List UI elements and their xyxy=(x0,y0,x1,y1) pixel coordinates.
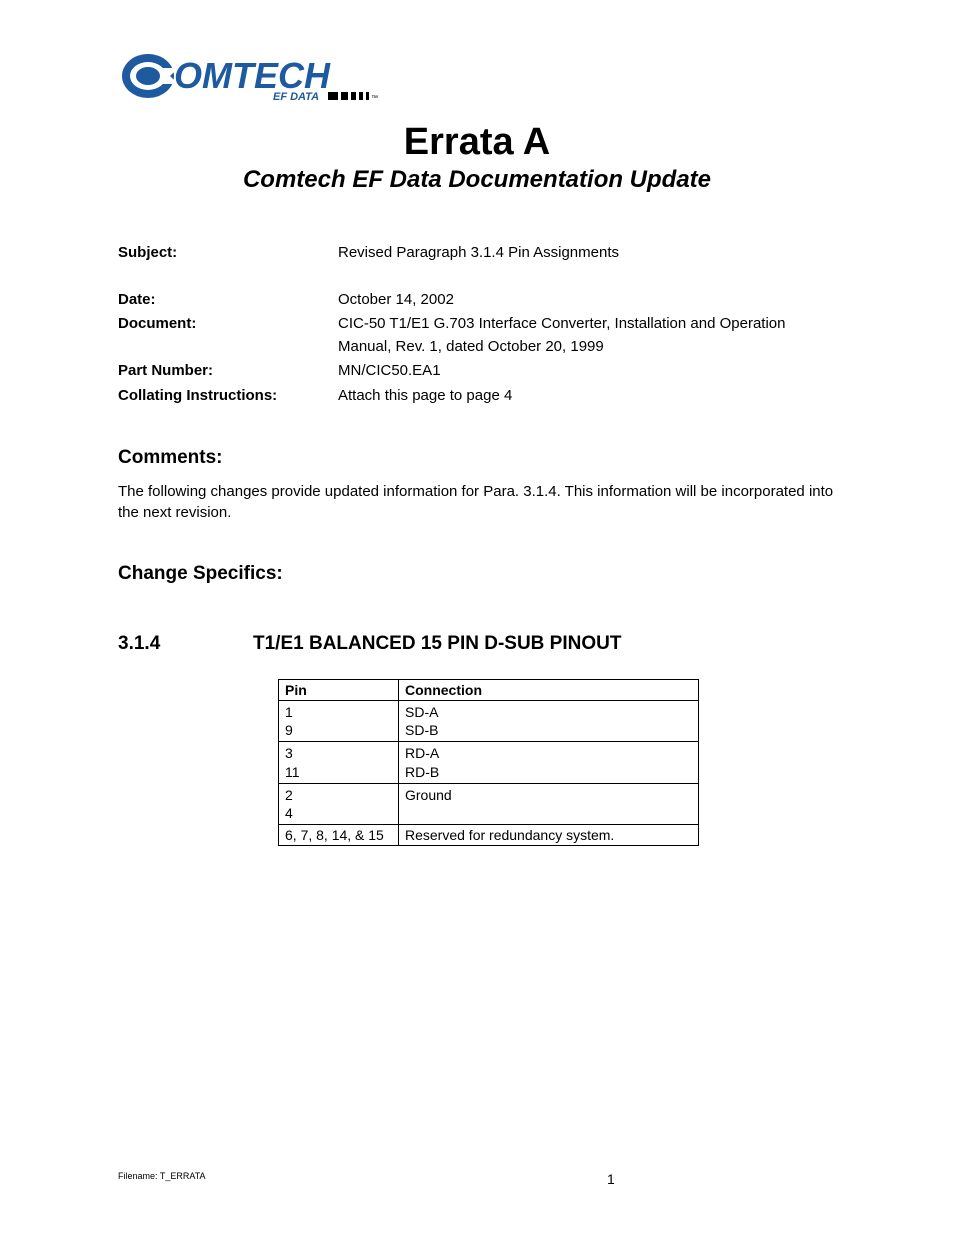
table-cell-pin: 2 4 xyxy=(279,783,399,824)
svg-text:OMTECH: OMTECH xyxy=(174,55,331,96)
company-logo: OMTECH EF DATA ™ xyxy=(118,48,836,113)
subject-label: Subject: xyxy=(118,242,338,265)
part-number-label: Part Number: xyxy=(118,360,338,383)
footer-page-number: 1 xyxy=(347,1171,836,1187)
subtitle: Comtech EF Data Documentation Update xyxy=(118,166,836,194)
meta-row-collating: Collating Instructions: Attach this page… xyxy=(118,385,836,408)
table-cell-pin: 3 11 xyxy=(279,742,399,783)
part-number-value: MN/CIC50.EA1 xyxy=(338,360,836,383)
change-specifics-heading: Change Specifics: xyxy=(118,563,836,585)
table-cell-connection: Ground xyxy=(399,783,699,824)
svg-text:EF DATA: EF DATA xyxy=(273,91,319,103)
table-cell-pin: 6, 7, 8, 14, & 15 xyxy=(279,825,399,846)
comments-body: The following changes provide updated in… xyxy=(118,481,836,523)
subject-value: Revised Paragraph 3.1.4 Pin Assignments xyxy=(338,242,836,265)
collating-value: Attach this page to page 4 xyxy=(338,385,836,408)
svg-text:™: ™ xyxy=(371,95,378,102)
table-cell-connection: SD-A SD-B xyxy=(399,701,699,742)
table-row: 3 11 RD-A RD-B xyxy=(279,742,699,783)
meta-row-document: Document: CIC-50 T1/E1 G.703 Interface C… xyxy=(118,313,836,358)
page-footer: Filename: T_ERRATA 1 xyxy=(118,1171,836,1187)
document-value: CIC-50 T1/E1 G.703 Interface Converter, … xyxy=(338,313,836,358)
document-label: Document: xyxy=(118,313,338,358)
pinout-heading-text: T1/E1 BALANCED 15 PIN D-SUB PINOUT xyxy=(253,633,621,655)
main-title: Errata A xyxy=(118,121,836,164)
title-block: Errata A Comtech EF Data Documentation U… xyxy=(118,121,836,194)
pinout-table: Pin Connection 1 9 SD-A SD-B 3 11 RD-A R… xyxy=(278,679,699,846)
meta-row-part-number: Part Number: MN/CIC50.EA1 xyxy=(118,360,836,383)
meta-section: Subject: Revised Paragraph 3.1.4 Pin Ass… xyxy=(118,242,836,407)
table-header-connection: Connection xyxy=(399,680,699,701)
comments-heading: Comments: xyxy=(118,447,836,469)
table-row: 2 4 Ground xyxy=(279,783,699,824)
table-row: 1 9 SD-A SD-B xyxy=(279,701,699,742)
date-label: Date: xyxy=(118,289,338,312)
pinout-heading-number: 3.1.4 xyxy=(118,633,253,655)
pinout-heading: 3.1.4 T1/E1 BALANCED 15 PIN D-SUB PINOUT xyxy=(118,633,836,655)
table-cell-pin: 1 9 xyxy=(279,701,399,742)
table-cell-connection: RD-A RD-B xyxy=(399,742,699,783)
table-cell-connection: Reserved for redundancy system. xyxy=(399,825,699,846)
table-row: 6, 7, 8, 14, & 15 Reserved for redundanc… xyxy=(279,825,699,846)
collating-label: Collating Instructions: xyxy=(118,385,338,408)
meta-row-subject: Subject: Revised Paragraph 3.1.4 Pin Ass… xyxy=(118,242,836,265)
table-header-pin: Pin xyxy=(279,680,399,701)
footer-filename: Filename: T_ERRATA xyxy=(118,1171,347,1187)
meta-row-date: Date: October 14, 2002 xyxy=(118,289,836,312)
date-value: October 14, 2002 xyxy=(338,289,836,312)
